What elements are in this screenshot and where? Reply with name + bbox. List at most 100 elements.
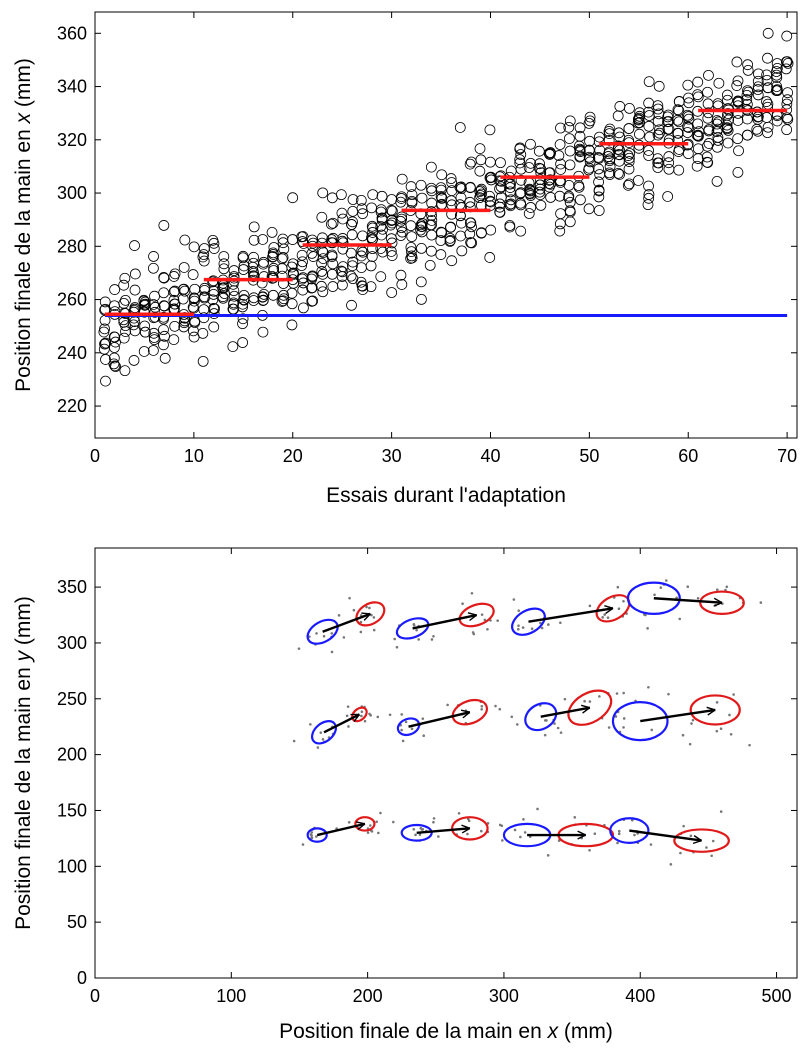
arrow-head bbox=[461, 710, 470, 712]
trial-point bbox=[316, 281, 326, 291]
trial-point bbox=[367, 252, 377, 262]
trial-point bbox=[130, 241, 140, 251]
trial-point bbox=[318, 188, 328, 198]
endpoint-dot bbox=[517, 624, 520, 627]
endpoint-dot bbox=[692, 719, 695, 722]
endpoint-dot bbox=[598, 695, 601, 698]
endpoint-dot bbox=[682, 825, 685, 828]
endpoint-dot bbox=[437, 835, 440, 838]
trial-point bbox=[287, 320, 297, 330]
trial-point bbox=[564, 180, 574, 190]
trial-point bbox=[743, 65, 753, 75]
endpoint-dot bbox=[360, 715, 363, 718]
trial-point bbox=[406, 221, 416, 231]
endpoint-dot bbox=[564, 698, 567, 701]
x-tick-label: 0 bbox=[90, 986, 100, 1006]
trial-point bbox=[129, 355, 139, 365]
endpoint-dot bbox=[712, 840, 715, 843]
endpoint-dot bbox=[496, 619, 499, 622]
trial-point bbox=[437, 199, 447, 209]
trial-point bbox=[160, 353, 170, 363]
trial-point bbox=[693, 77, 703, 87]
y-tick-label: 200 bbox=[57, 745, 87, 765]
trial-point bbox=[327, 193, 337, 203]
x-tick-label: 500 bbox=[762, 986, 792, 1006]
endpoint-dot bbox=[315, 632, 318, 635]
endpoint-dot bbox=[583, 700, 586, 703]
trial-point bbox=[445, 222, 455, 232]
plot-frame bbox=[95, 548, 797, 978]
trial-point bbox=[159, 301, 169, 311]
trial-point bbox=[407, 232, 417, 242]
trial-point bbox=[633, 175, 643, 185]
trial-point bbox=[456, 231, 466, 241]
endpoint-dot bbox=[670, 863, 673, 866]
trial-point bbox=[376, 272, 386, 282]
endpoint-dot bbox=[697, 597, 700, 600]
trial-point bbox=[465, 197, 475, 207]
trial-point bbox=[258, 327, 268, 337]
endpoint-dot bbox=[544, 734, 547, 737]
trial-point bbox=[119, 280, 129, 290]
endpoint-dot bbox=[494, 705, 497, 708]
endpoint-dot bbox=[480, 830, 483, 833]
trial-point bbox=[149, 251, 159, 261]
trial-point bbox=[249, 293, 259, 303]
y-tick-label: 100 bbox=[57, 856, 87, 876]
endpoint-dot bbox=[646, 627, 649, 630]
endpoint-dot bbox=[405, 721, 408, 724]
shift-line bbox=[324, 714, 359, 732]
y-axis-label-unit: (mm) bbox=[12, 596, 35, 651]
trial-point bbox=[565, 116, 575, 126]
trial-point bbox=[664, 152, 674, 162]
trial-point bbox=[328, 282, 338, 292]
trial-point bbox=[110, 285, 120, 295]
trial-point bbox=[703, 87, 713, 97]
endpoint-dot bbox=[633, 834, 636, 837]
endpoint-dot bbox=[422, 717, 425, 720]
endpoint-dot bbox=[373, 629, 376, 632]
trial-point bbox=[456, 193, 466, 203]
endpoint-dot bbox=[446, 704, 449, 707]
trial-point bbox=[169, 335, 179, 345]
trial-point bbox=[148, 263, 158, 273]
endpoint-dot bbox=[716, 701, 719, 704]
endpoint-dot bbox=[348, 821, 351, 824]
trial-point bbox=[130, 285, 140, 295]
endpoint-dot bbox=[367, 831, 370, 834]
trial-point bbox=[427, 230, 437, 240]
endpoint-dot bbox=[413, 624, 416, 627]
trial-point bbox=[644, 111, 654, 121]
endpoint-dot bbox=[432, 821, 435, 824]
trial-point bbox=[575, 152, 585, 162]
trial-point bbox=[594, 186, 604, 196]
endpoint-dot bbox=[315, 835, 318, 838]
endpoint-dot bbox=[331, 651, 334, 654]
endpoint-dot bbox=[653, 594, 656, 597]
trial-point bbox=[673, 128, 683, 138]
y-axis-label: Position finale de la main en x (mm) bbox=[12, 58, 35, 392]
trial-point bbox=[496, 192, 506, 202]
trial-point bbox=[714, 78, 724, 88]
endpoint-dot bbox=[665, 579, 668, 582]
trial-point bbox=[238, 302, 248, 312]
trial-point bbox=[347, 230, 357, 240]
trial-point bbox=[584, 204, 594, 214]
endpoint-dot bbox=[517, 609, 520, 612]
trial-point bbox=[100, 376, 110, 386]
endpoint-dot bbox=[480, 708, 483, 711]
endpoint-dot bbox=[309, 723, 312, 726]
endpoint-dot bbox=[471, 592, 474, 595]
y-axis-ticks: 050100150200250300350 bbox=[57, 577, 797, 988]
trial-point bbox=[387, 288, 397, 298]
trial-point bbox=[436, 183, 446, 193]
x-axis-label-prefix: Position finale de la main en bbox=[279, 1020, 548, 1043]
trial-point bbox=[417, 193, 427, 203]
y-tick-label: 50 bbox=[67, 912, 87, 932]
endpoint-dot bbox=[369, 824, 372, 827]
endpoint-dot bbox=[522, 818, 525, 821]
y-tick-label: 360 bbox=[57, 23, 87, 43]
x-tick-label: 20 bbox=[283, 446, 303, 466]
endpoint-dot bbox=[682, 734, 685, 737]
